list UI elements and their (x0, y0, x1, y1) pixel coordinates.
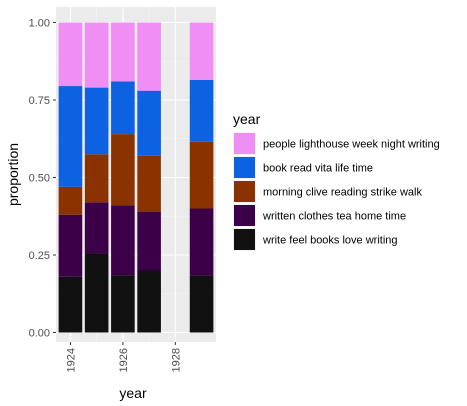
x-axis-title: year (119, 385, 147, 401)
y-axis-title: proportion (5, 143, 21, 206)
bar-segment (137, 90, 161, 156)
y-tick-label: 0.25 (29, 250, 50, 262)
y-axis: 0.00 0.25 0.50 0.75 1.00 (29, 18, 56, 340)
bar-segment (111, 205, 135, 276)
y-tick-label: 0.00 (29, 328, 50, 340)
y-tick-label: 1.00 (29, 18, 50, 30)
bar-segment (111, 275, 135, 333)
bar-segment (58, 86, 83, 187)
bar-segment (111, 22, 135, 82)
bar-segment (189, 208, 214, 276)
x-axis: 1924 1926 1928 (65, 342, 182, 372)
bar-segment (84, 154, 109, 203)
legend-title: year (233, 111, 261, 127)
bar-segment (111, 81, 135, 135)
bar-segment (84, 202, 109, 254)
bar-segment (84, 253, 109, 333)
bar-segment (58, 186, 83, 215)
legend-label: people lighthouse week night writing (263, 139, 440, 151)
legend-label: morning clive reading strike walk (263, 187, 422, 199)
legend-key-swatch (234, 181, 255, 202)
bar-segment (137, 22, 161, 91)
legend-label: write feel books love writing (262, 235, 398, 247)
legend-key-swatch (234, 205, 255, 226)
bar-segment (111, 134, 135, 206)
bar-segment (84, 22, 109, 88)
bar-segment (189, 275, 214, 333)
bars (58, 22, 214, 333)
bar-segment (58, 22, 83, 87)
legend-key-swatch (234, 157, 255, 178)
y-tick-label: 0.50 (29, 173, 50, 185)
bar-segment (137, 270, 161, 333)
bar-segment (137, 155, 161, 212)
legend-label: book read vita life time (263, 163, 373, 175)
x-tick-label: 1928 (170, 348, 182, 372)
bar-segment (189, 79, 214, 142)
bar-segment (189, 22, 214, 80)
legend-label: written clothes tea home time (262, 211, 406, 223)
legend-items: people lighthouse week night writing book… (233, 132, 440, 251)
x-tick-label: 1926 (118, 348, 130, 372)
bar-segment (58, 214, 83, 277)
legend-key-swatch (234, 133, 255, 154)
legend-key-swatch (234, 229, 255, 250)
bar-segment (189, 141, 214, 209)
bar-segment (58, 276, 83, 333)
panel-background (56, 7, 216, 342)
x-tick-label: 1924 (65, 348, 77, 372)
legend: year people lighthouse week night writin… (233, 111, 440, 251)
bar-segment (84, 87, 109, 155)
bar-segment (137, 211, 161, 271)
y-tick-label: 0.75 (29, 95, 50, 107)
